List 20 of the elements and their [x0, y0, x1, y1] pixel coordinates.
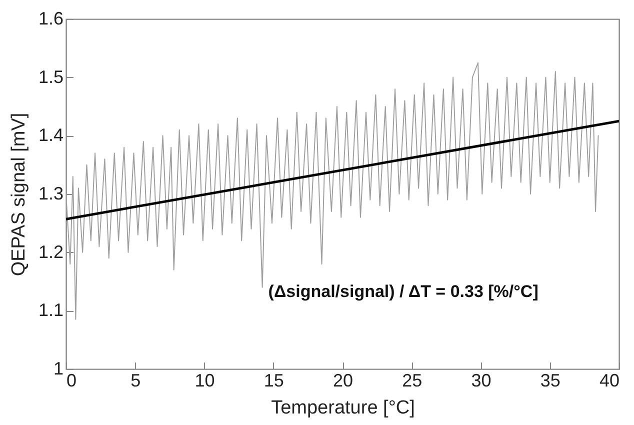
x-tick-label: 35 — [540, 370, 560, 390]
x-tick-label: 15 — [264, 370, 284, 390]
y-axis-title: QEPAS signal [mV] — [8, 112, 30, 276]
y-tick-label: 1 — [53, 358, 64, 378]
y-tick-label: 1.4 — [38, 125, 64, 146]
y-tick-label: 1.1 — [38, 300, 64, 320]
x-tick-label: 40 — [599, 370, 620, 390]
x-tick-label: 10 — [194, 370, 215, 390]
y-tick-label: 1.6 — [38, 8, 64, 28]
x-tick-label: 0 — [66, 370, 77, 390]
y-tick-label: 1.3 — [38, 184, 64, 204]
x-axis-title: Temperature [°C] — [271, 398, 415, 418]
x-tick-label: 30 — [471, 370, 492, 390]
line-series — [66, 62, 599, 320]
annotation: (Δsignal/signal) / ΔT = 0.33 [%/°C] — [268, 282, 538, 301]
y-tick-label: 1.5 — [38, 66, 64, 87]
y-tick-label: 1.2 — [38, 242, 64, 262]
x-tick-label: 5 — [130, 370, 141, 390]
x-tick-label: 20 — [332, 370, 354, 390]
x-tick-label: 25 — [402, 370, 422, 390]
